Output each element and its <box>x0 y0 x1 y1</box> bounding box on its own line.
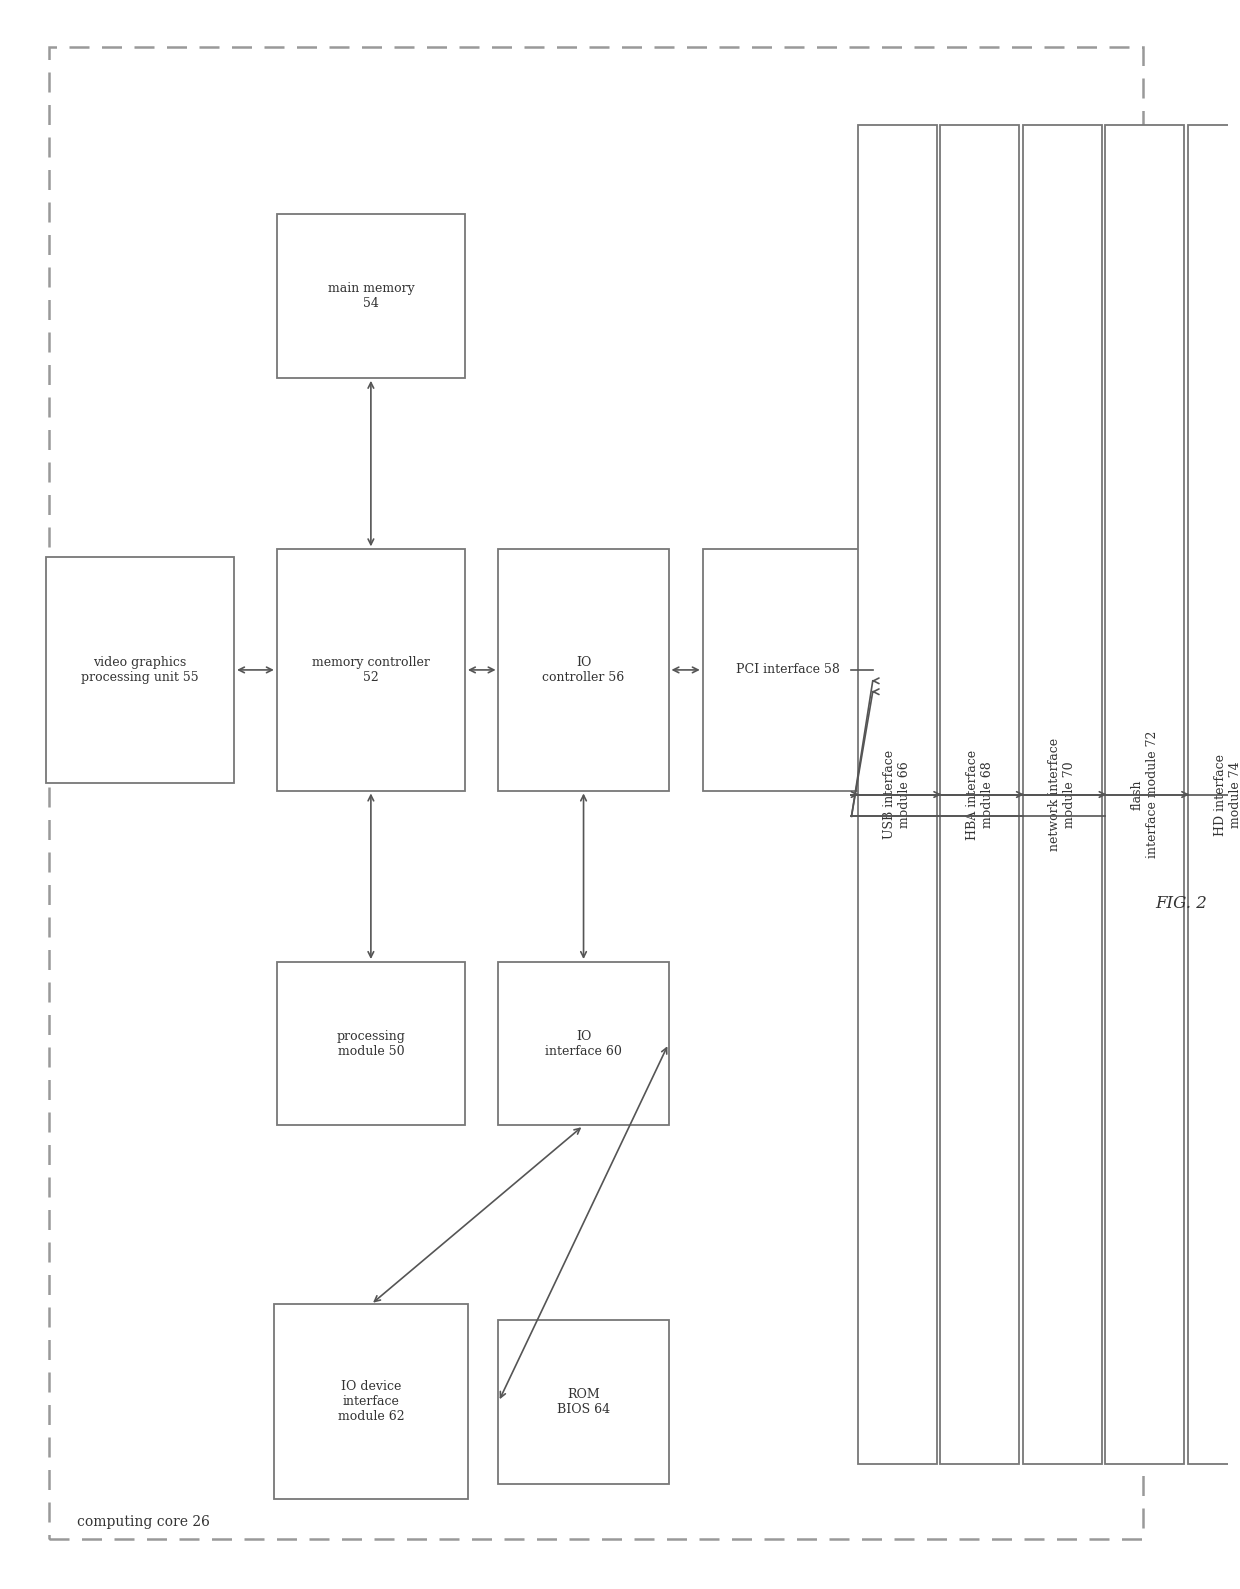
Text: PCI interface 58: PCI interface 58 <box>735 664 839 677</box>
Text: IO device
interface
module 62: IO device interface module 62 <box>337 1381 404 1424</box>
Text: main memory
54: main memory 54 <box>327 283 414 310</box>
Text: network interface
module 70: network interface module 70 <box>1048 737 1076 852</box>
Text: memory controller
52: memory controller 52 <box>312 656 430 683</box>
Bar <box>1023 126 1102 1463</box>
Text: HD interface
module 74: HD interface module 74 <box>1214 753 1240 836</box>
Bar <box>1106 126 1184 1463</box>
Bar <box>498 550 668 791</box>
Bar <box>498 961 668 1125</box>
Bar <box>940 126 1019 1463</box>
Bar <box>1188 126 1240 1463</box>
Bar <box>277 550 465 791</box>
Bar <box>858 126 936 1463</box>
Text: HBA interface
module 68: HBA interface module 68 <box>966 750 993 839</box>
Text: FIG. 2: FIG. 2 <box>1156 895 1208 912</box>
Text: IO
controller 56: IO controller 56 <box>542 656 625 683</box>
Text: video graphics
processing unit 55: video graphics processing unit 55 <box>81 656 198 683</box>
Text: processing
module 50: processing module 50 <box>336 1030 405 1058</box>
Text: USB interface
module 66: USB interface module 66 <box>883 750 911 839</box>
Bar <box>274 1305 467 1498</box>
Text: computing core 26: computing core 26 <box>77 1514 210 1529</box>
Text: flash
interface module 72: flash interface module 72 <box>1131 731 1159 858</box>
Bar <box>46 558 234 783</box>
Bar <box>498 1320 668 1484</box>
Bar <box>703 550 873 791</box>
Bar <box>277 215 465 378</box>
Bar <box>277 961 465 1125</box>
Text: ROM
BIOS 64: ROM BIOS 64 <box>557 1387 610 1416</box>
Text: IO
interface 60: IO interface 60 <box>546 1030 622 1058</box>
